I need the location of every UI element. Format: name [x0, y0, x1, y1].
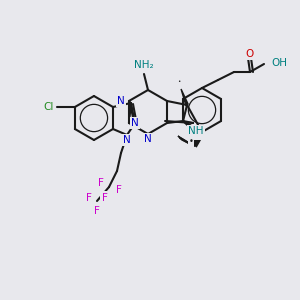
Polygon shape: [178, 136, 194, 146]
Text: NH: NH: [188, 126, 204, 136]
Polygon shape: [181, 89, 188, 106]
Text: O: O: [194, 129, 202, 139]
Text: NH₂: NH₂: [134, 60, 154, 70]
Text: •: •: [189, 137, 194, 146]
Text: F: F: [94, 206, 100, 216]
Text: •: •: [177, 80, 181, 85]
Text: O: O: [245, 49, 253, 59]
Text: N: N: [144, 134, 152, 144]
Text: F: F: [101, 192, 107, 202]
Text: F: F: [116, 185, 122, 195]
Text: F: F: [102, 193, 108, 203]
Text: N: N: [117, 96, 125, 106]
Text: OH: OH: [271, 58, 287, 68]
Text: F: F: [98, 178, 104, 188]
Text: F: F: [86, 193, 92, 203]
Text: N: N: [123, 135, 131, 145]
Text: N: N: [131, 118, 139, 128]
Text: Cl: Cl: [44, 102, 54, 112]
